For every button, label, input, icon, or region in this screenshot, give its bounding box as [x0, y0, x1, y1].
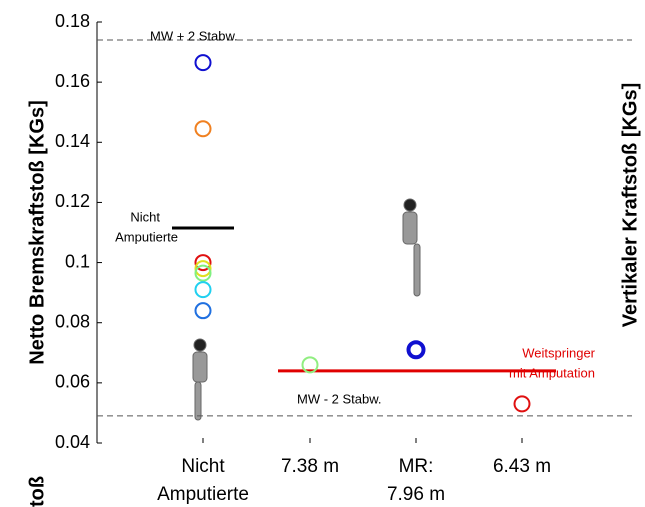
figure-leg: [414, 244, 420, 296]
y-tick-label: 0.12: [55, 191, 90, 211]
x-tick-label: 7.38 m: [281, 456, 339, 477]
cropped-label: toß: [26, 476, 48, 507]
x-tick-label: MR:: [399, 456, 434, 477]
y-tick-label: 0.06: [55, 372, 90, 392]
y2-axis-label: Vertikaler Kraftstoß [KGs]: [619, 83, 641, 328]
data-point: [196, 121, 211, 136]
figure-body: [193, 352, 207, 382]
figure-head: [404, 199, 416, 211]
figure-leg: [195, 382, 201, 420]
data-point: [515, 396, 530, 411]
runner-figures: [193, 199, 420, 420]
reference-label: mit Amputation: [509, 365, 595, 380]
reference-label: Weitspringer: [522, 345, 595, 360]
figure-head: [194, 339, 206, 351]
y-axis-label: Netto Bremskraftstoß [KGs]: [26, 100, 48, 364]
x-tick-label: 7.96 m: [387, 484, 445, 505]
y-tick-label: 0.04: [55, 432, 90, 452]
figure-body: [403, 212, 417, 244]
y-tick-label: 0.18: [55, 11, 90, 31]
y-tick-label: 0.14: [55, 131, 90, 151]
y-tick-label: 0.08: [55, 311, 90, 331]
x-tick-label: 6.43 m: [493, 456, 551, 477]
x-tick-label: Nicht: [181, 456, 225, 477]
data-point: [196, 303, 211, 318]
reference-label: MW - 2 Stabw.: [297, 391, 382, 406]
y-tick-label: 0.16: [55, 71, 90, 91]
x-tick-label: Amputierte: [157, 484, 249, 505]
data-point: [409, 342, 424, 357]
reference-label: Nicht: [130, 209, 160, 224]
y-tick-label: 0.1: [65, 251, 90, 271]
reference-label: Amputierte: [115, 229, 178, 244]
reference-label: MW + 2 Stabw.: [150, 28, 238, 43]
data-point: [196, 55, 211, 70]
data-point: [196, 282, 211, 297]
